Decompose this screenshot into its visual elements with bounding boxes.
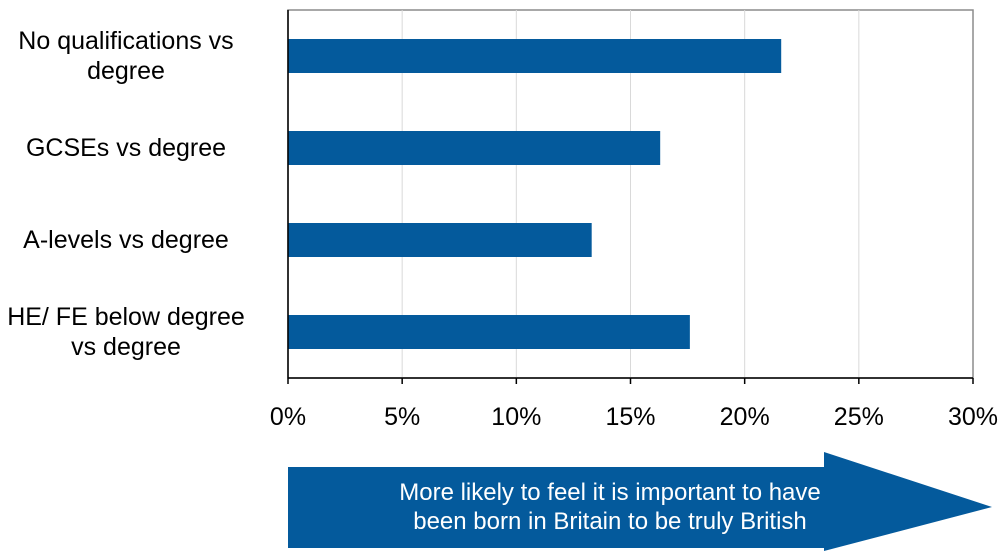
bars [288, 39, 782, 349]
x-tick-label: 15% [605, 403, 655, 431]
bar [288, 39, 782, 73]
bar [288, 315, 690, 349]
x-tick-label: 0% [270, 403, 306, 431]
annotation-text: More likely to feel it is important to h… [399, 479, 821, 535]
x-tick-label: 5% [384, 403, 420, 431]
x-tick-label: 25% [834, 403, 884, 431]
category-label: A-levels vs degree [23, 226, 229, 254]
category-label: No qualifications vs degree [18, 27, 234, 85]
x-tick-label: 30% [948, 403, 998, 431]
bar [288, 223, 592, 257]
x-tick-label: 20% [720, 403, 770, 431]
x-axis-ticks: 0% 5% 10% 15% 20% 25% 30% [270, 378, 998, 431]
category-label: GCSEs vs degree [25, 134, 227, 162]
x-tick-label: 10% [491, 403, 541, 431]
arrow-shape [288, 452, 992, 551]
category-label: HE/ FE below degree vs degree [7, 303, 245, 361]
bar [288, 131, 661, 165]
